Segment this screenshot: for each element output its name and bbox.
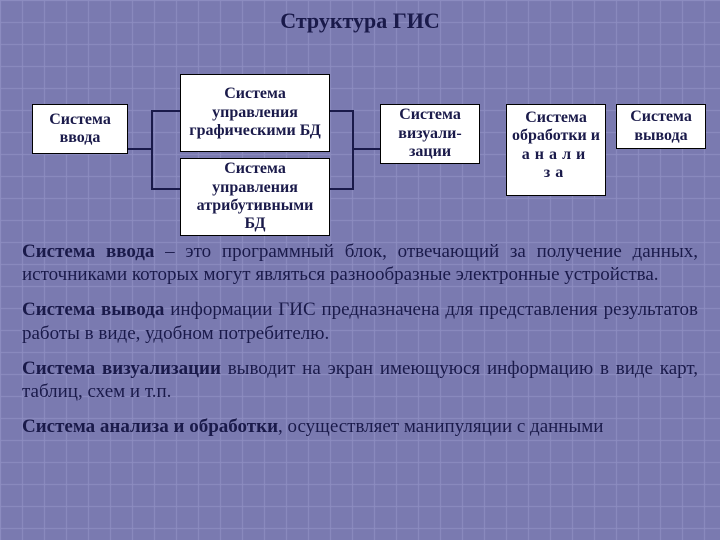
node-output: Система вывода [616, 104, 706, 149]
paragraph-2: Система визуализации выводит на экран им… [22, 357, 698, 403]
connector-6 [352, 110, 354, 190]
node-proc-text-top: Система обработки и [511, 109, 601, 146]
paragraph-2-term: Система визуализации [22, 358, 221, 379]
node-proc-text-spaced-2: за [511, 164, 601, 182]
node-proc: Система обработки ианализа [506, 104, 606, 196]
paragraph-1: Система вывода информации ГИС предназнач… [22, 298, 698, 344]
connector-3 [151, 188, 180, 190]
connector-0 [128, 148, 153, 150]
paragraph-0: Система ввода – это программный блок, от… [22, 240, 698, 286]
node-gdb: Система управления графическими БД [180, 74, 330, 152]
paragraph-0-term: Система ввода [22, 241, 154, 262]
node-proc-text-spaced-1: анали [511, 146, 601, 164]
connector-7 [352, 148, 380, 150]
slide-title: Структура ГИС [0, 0, 720, 34]
connector-1 [151, 110, 153, 190]
node-adb: Система управления атрибутивными БД [180, 158, 330, 236]
paragraph-3-rest: , осуществляет манипуляции с данными [278, 416, 603, 437]
paragraph-3: Система анализа и обработки, осуществляе… [22, 415, 698, 438]
description-paragraphs: Система ввода – это программный блок, от… [0, 234, 720, 438]
connector-4 [330, 110, 354, 112]
paragraph-3-term: Система анализа и обработки [22, 416, 278, 437]
connector-2 [151, 110, 180, 112]
node-viz: Система визуали- зации [380, 104, 480, 164]
node-input: Система ввода [32, 104, 128, 154]
gis-structure-diagram: Система ввода Система управления графичес… [0, 34, 720, 234]
connector-5 [330, 188, 354, 190]
paragraph-1-term: Система вывода [22, 299, 164, 320]
slide-content: Структура ГИС Система ввода Система управ… [0, 0, 720, 540]
